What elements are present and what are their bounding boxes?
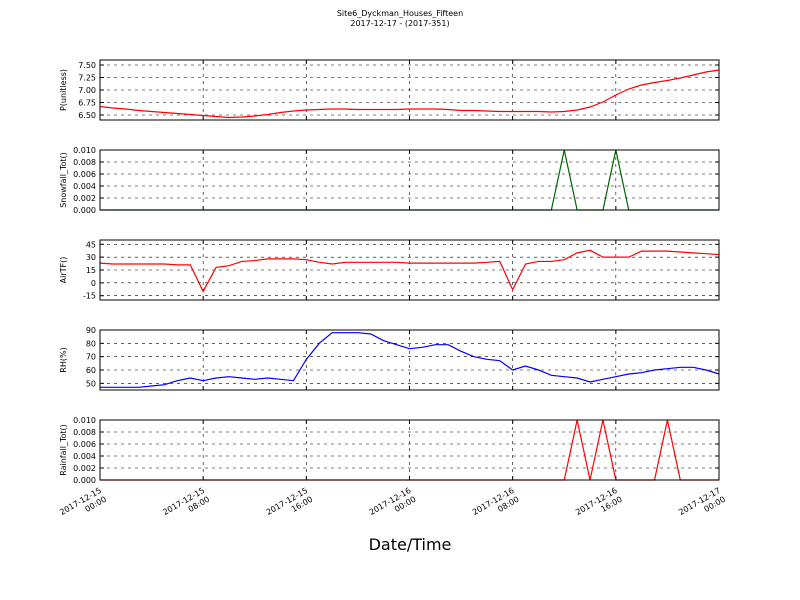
axes-frame <box>99 59 720 121</box>
y-tick-label: 0.008 <box>73 428 96 437</box>
y-tick-label: 0.004 <box>73 182 96 191</box>
y-tick-label: 80 <box>86 339 96 348</box>
y-tick-label: 15 <box>86 266 96 275</box>
y-axis-label: AirTF() <box>59 257 68 284</box>
y-tick-label: 6.75 <box>78 99 96 108</box>
y-axis-label: Snowfall_Tot() <box>59 152 68 208</box>
y-tick-label: 7.25 <box>78 74 96 83</box>
y-axis-label: RH(%) <box>59 347 68 372</box>
y-tick-label: 0 <box>91 279 96 288</box>
y-tick-label: 0.010 <box>73 146 96 155</box>
y-tick-label: 90 <box>86 326 96 335</box>
axes-frame <box>99 149 720 211</box>
y-tick-label: 0.006 <box>73 170 96 179</box>
x-axis-label: Date/Time <box>369 535 452 554</box>
y-tick-label: 0.002 <box>73 464 96 473</box>
data-line <box>99 249 720 293</box>
y-tick-label: 0.010 <box>73 416 96 425</box>
y-tick-label: 30 <box>86 253 96 262</box>
y-tick-label: 0.008 <box>73 158 96 167</box>
chart-subtitle: 2017-12-17 - (2017-351) <box>350 19 449 28</box>
data-line <box>99 69 720 119</box>
y-tick-label: 45 <box>86 240 96 249</box>
axes-frame <box>99 419 720 481</box>
y-tick-label: 0.002 <box>73 194 96 203</box>
y-tick-label: 0.000 <box>73 476 96 485</box>
y-tick-label: 0.004 <box>73 452 96 461</box>
y-axis-label: Rainfall_Tot() <box>59 424 68 476</box>
y-tick-label: 7.00 <box>78 86 96 95</box>
y-tick-label: 0.006 <box>73 440 96 449</box>
y-tick-label: 7.50 <box>78 61 96 70</box>
y-tick-label: 6.50 <box>78 111 96 120</box>
y-axis-label: P(unitless) <box>59 69 68 111</box>
y-tick-label: 60 <box>86 366 96 375</box>
axes-frame <box>99 239 720 301</box>
y-tick-label: 0.000 <box>73 206 96 215</box>
y-tick-label: 70 <box>86 353 96 362</box>
y-tick-label: 50 <box>86 379 96 388</box>
y-tick-label: -15 <box>83 292 96 301</box>
data-line <box>100 332 720 388</box>
chart-title: Site6_Dyckman_Houses_Fifteen <box>337 9 463 18</box>
axes-frame <box>99 329 720 391</box>
